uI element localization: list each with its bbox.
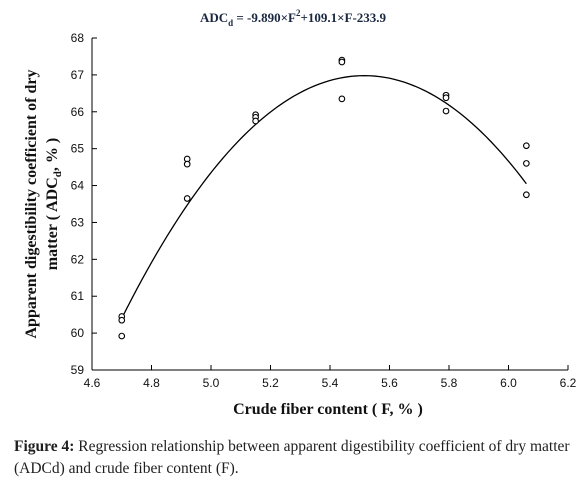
figure-caption: Figure 4: Regression relationship betwee… <box>14 436 580 480</box>
x-tick-label-7: 6.0 <box>500 376 517 390</box>
data-point-15 <box>522 142 530 150</box>
y-tick-label-9: 68 <box>71 31 85 45</box>
data-point-2 <box>118 332 126 340</box>
x-tick-label-3: 5.2 <box>262 376 279 390</box>
y-tick-label-3: 62 <box>71 252 85 266</box>
x-tick-label-4: 5.4 <box>322 376 339 390</box>
x-tick-label-0: 4.6 <box>84 376 101 390</box>
data-point-16 <box>522 160 530 167</box>
data-point-11 <box>338 95 346 103</box>
data-point-8 <box>252 117 259 125</box>
y-tick-label-0: 59 <box>71 363 85 377</box>
data-point-14 <box>442 107 450 115</box>
data-point-17 <box>522 191 530 199</box>
caption-text: Regression relationship between apparent… <box>14 438 570 477</box>
data-points <box>118 56 530 340</box>
x-tick-label-6: 5.8 <box>441 376 458 390</box>
y-tick-label-6: 65 <box>71 142 85 156</box>
data-point-13 <box>442 94 450 102</box>
x-tick-label-8: 6.2 <box>560 376 577 390</box>
y-tick-label-5: 64 <box>71 179 85 193</box>
y-tick-label-7: 66 <box>71 105 85 119</box>
y-axis-title-line2: matter ( ADCd, % ) <box>44 138 64 270</box>
x-tick-label-5: 5.6 <box>381 376 398 390</box>
y-tick-label-1: 60 <box>71 326 85 340</box>
x-tick-label-2: 5.0 <box>203 376 220 390</box>
y-tick-label-2: 61 <box>71 289 85 303</box>
ticks: 4.6 4.8 5.0 5.2 5.4 5.6 5.8 6.0 6.2 59 60 61 62 63 64 6… <box>71 31 577 390</box>
data-point-4 <box>183 160 191 168</box>
y-axis-title-line1: Apparent digestibility coefficient of dr… <box>23 69 40 338</box>
scatter-chart: ADCd = -9.890×F2+109.1×F-233.9 4.6 4.8 5.0… <box>23 8 577 418</box>
data-point-1 <box>118 316 126 324</box>
x-tick-label-1: 4.8 <box>143 376 160 390</box>
fit-curve <box>121 74 527 319</box>
regression-fit <box>121 74 527 319</box>
data-point-10 <box>338 58 346 66</box>
y-tick-label-8: 67 <box>71 68 85 82</box>
y-tick-label-4: 63 <box>71 215 85 229</box>
caption-label: Figure 4: <box>14 438 75 455</box>
chart-title: ADCd = -9.890×F2+109.1×F-233.9 <box>200 8 387 28</box>
data-point-5 <box>183 195 191 202</box>
x-axis-title: Crude fiber content ( F, % ) <box>233 401 423 418</box>
